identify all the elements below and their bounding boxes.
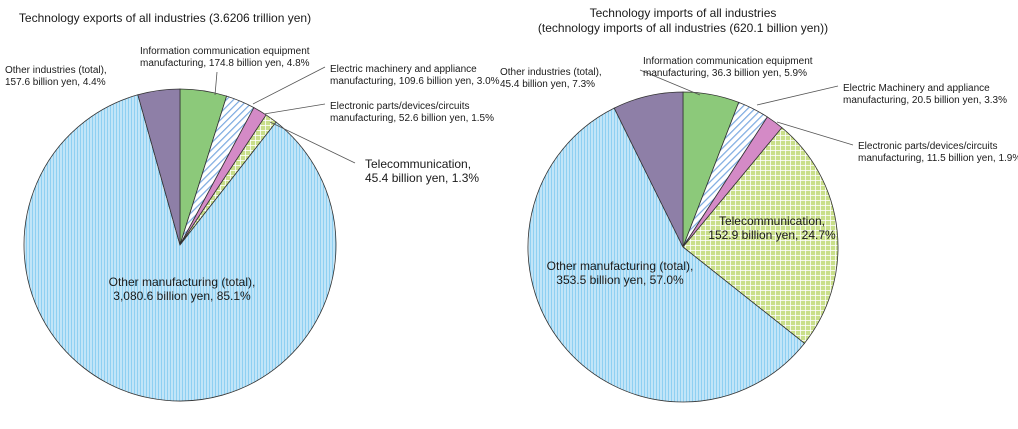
slice-label-0-4: Other manufacturing (total), 3,080.6 bill…	[109, 275, 256, 303]
slice-label-line-0-5-1: 157.6 billion yen, 4.4%	[5, 77, 106, 88]
leader-line-0-1	[252, 66, 326, 105]
slice-label-0-0: Information communication equipment manuf…	[140, 46, 310, 69]
imports-chart-title: Technology imports of all industries	[590, 6, 777, 20]
slice-label-1-3: Telecommunication, 152.9 billion yen, 24.…	[708, 214, 836, 242]
slice-label-line-1-3-1: 152.9 billion yen, 24.7%	[708, 228, 836, 242]
slice-label-line-1-0-1: manufacturing, 36.3 billion yen, 5.9%	[643, 68, 807, 79]
slice-label-1-4: Other manufacturing (total), 353.5 billio…	[547, 259, 694, 287]
slice-label-line-1-1-1: manufacturing, 20.5 billion yen, 3.3%	[843, 95, 1007, 106]
slice-label-line-0-2-1: manufacturing, 52.6 billion yen, 1.5%	[330, 113, 494, 124]
slice-label-line-1-2-1: manufacturing, 11.5 billion yen, 1.9%	[858, 153, 1018, 164]
slice-label-1-2: Electronic parts/devices/circuits manufac…	[858, 141, 1018, 164]
pie-slice-0-5	[137, 88, 181, 246]
slice-label-line-0-1-1: manufacturing, 109.6 billion yen, 3.0%	[330, 76, 500, 87]
leader-line-1-0	[639, 69, 701, 96]
slice-label-line-0-3-0: Telecommunication,	[365, 157, 471, 171]
slice-label-line-1-4-1: 353.5 billion yen, 57.0%	[556, 273, 684, 287]
pie-slice-1-3	[682, 127, 839, 344]
exports-slice-labels: Information communication equipment manuf…	[5, 46, 500, 303]
slice-label-line-0-0-0: Information communication equipment	[140, 46, 310, 57]
slice-label-0-1: Electric machinery and appliance manufact…	[330, 64, 500, 87]
slice-label-0-5: Other industries (total), 157.6 billion y…	[5, 65, 107, 88]
exports-chart-title: Technology exports of all industries (3.…	[19, 11, 311, 25]
slice-label-1-0: Information communication equipment manuf…	[643, 56, 813, 79]
slice-label-line-0-4-0: Other manufacturing (total),	[109, 275, 256, 289]
slice-label-0-3: Telecommunication, 45.4 billion yen, 1.3%	[365, 157, 479, 185]
exports-pie-slices	[23, 88, 337, 402]
slice-label-line-1-4-0: Other manufacturing (total),	[547, 259, 694, 273]
leader-line-0-0	[214, 71, 218, 96]
slice-label-line-1-3-0: Telecommunication,	[719, 214, 825, 228]
slice-label-line-1-1-0: Electric Machinery and appliance	[843, 83, 990, 94]
leader-line-1-1	[756, 85, 839, 106]
leader-line-0-3	[269, 121, 356, 164]
pie-slice-1-4	[527, 107, 806, 403]
slice-label-line-0-1-0: Electric machinery and appliance	[330, 64, 477, 75]
slice-label-1-1: Electric Machinery and appliance manufact…	[843, 83, 1007, 106]
imports-pie-slices	[527, 91, 839, 403]
slice-label-line-1-5-0: Other industries (total),	[500, 67, 602, 78]
leader-line-0-2	[263, 103, 326, 115]
leader-line-1-2	[776, 121, 854, 146]
pie-slice-0-4	[23, 94, 337, 402]
slice-label-line-0-5-0: Other industries (total),	[5, 65, 107, 76]
slice-label-line-0-3-1: 45.4 billion yen, 1.3%	[365, 171, 479, 185]
pie-slice-1-5	[613, 91, 684, 248]
slice-label-1-5: Other industries (total), 45.4 billion ye…	[500, 67, 602, 90]
imports-chart-subtitle: (technology imports of all industries (6…	[538, 21, 828, 35]
slice-label-line-0-0-1: manufacturing, 174.8 billion yen, 4.8%	[140, 58, 310, 69]
slice-label-line-0-2-0: Electronic parts/devices/circuits	[330, 101, 470, 112]
imports-pie-chart: Technology imports of all industries (te…	[500, 6, 1018, 403]
slice-label-line-1-0-0: Information communication equipment	[643, 56, 813, 67]
slice-label-line-1-5-1: 45.4 billion yen, 7.3%	[500, 79, 595, 90]
slice-label-0-2: Electronic parts/devices/circuits manufac…	[330, 101, 494, 124]
exports-pie-chart: Technology exports of all industries (3.…	[5, 11, 500, 402]
imports-slice-labels: Information communication equipment manuf…	[500, 56, 1018, 287]
slice-label-line-0-4-1: 3,080.6 billion yen, 85.1%	[113, 289, 251, 303]
slice-label-line-1-2-0: Electronic parts/devices/circuits	[858, 141, 998, 152]
